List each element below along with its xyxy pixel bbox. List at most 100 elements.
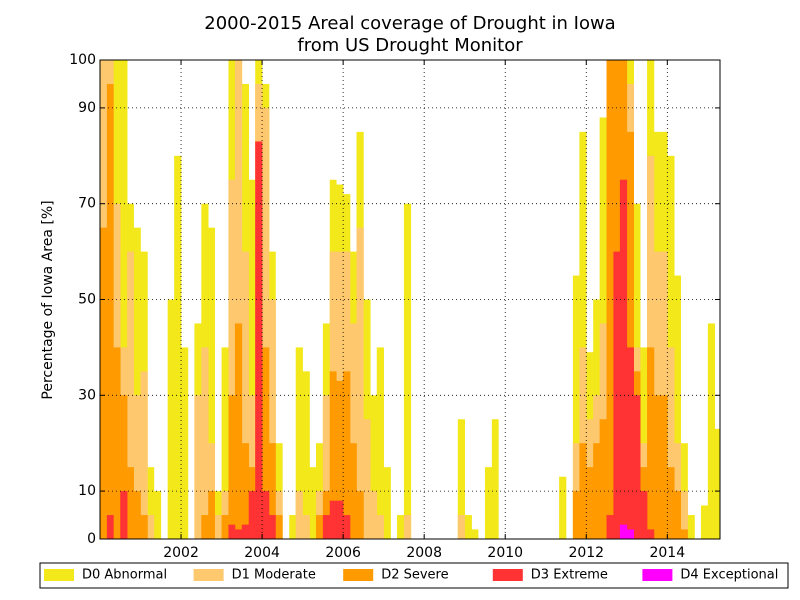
bar xyxy=(376,347,384,539)
bar xyxy=(370,395,378,539)
x-tick-label: 2014 xyxy=(649,545,685,561)
bar xyxy=(100,227,108,539)
bar xyxy=(241,251,250,539)
bar xyxy=(336,500,344,539)
bar xyxy=(289,515,297,539)
bar xyxy=(248,491,256,539)
bar xyxy=(174,155,182,539)
bar xyxy=(262,347,270,539)
bar xyxy=(674,275,681,539)
bar xyxy=(640,491,648,539)
bar xyxy=(714,428,720,539)
bar xyxy=(248,179,256,539)
bar xyxy=(221,347,229,539)
x-tick-label: 2010 xyxy=(487,545,523,561)
legend-swatch xyxy=(343,569,374,581)
bar xyxy=(647,347,655,539)
bar xyxy=(647,529,655,539)
x-tick-label: 2008 xyxy=(406,545,442,561)
bar xyxy=(403,203,412,539)
bar xyxy=(619,524,628,539)
legend-swatch xyxy=(193,569,224,581)
bar xyxy=(140,371,148,539)
bar xyxy=(208,227,215,539)
bar xyxy=(606,60,614,539)
bar xyxy=(133,491,141,539)
x-tick-label: 2012 xyxy=(568,545,604,561)
legend-label: D2 Severe xyxy=(381,568,448,583)
y-tick-label: 10 xyxy=(78,483,96,499)
bar xyxy=(268,515,276,539)
bar xyxy=(120,60,128,539)
bar xyxy=(572,491,580,539)
bar xyxy=(234,60,243,539)
bar xyxy=(181,347,189,539)
bar xyxy=(403,515,412,539)
bar xyxy=(120,491,128,539)
bar xyxy=(201,515,209,539)
bar xyxy=(208,491,215,539)
y-tick-label: 50 xyxy=(78,292,96,308)
bar xyxy=(457,515,466,539)
bar xyxy=(228,524,236,539)
y-tick-label: 30 xyxy=(78,387,96,403)
bar xyxy=(228,395,236,539)
bar xyxy=(228,179,236,539)
bar xyxy=(113,347,121,539)
legend-label: D3 Extreme xyxy=(531,568,608,583)
bar xyxy=(127,251,134,539)
bar xyxy=(579,443,587,539)
y-tick-label: 100 xyxy=(69,52,96,68)
legend-swatch xyxy=(642,569,673,581)
bar xyxy=(491,419,499,539)
bar xyxy=(559,476,567,539)
y-tick-label: 70 xyxy=(78,196,96,212)
bar xyxy=(329,371,337,539)
bar xyxy=(343,371,351,539)
bar xyxy=(350,323,357,539)
bar xyxy=(295,347,303,539)
bar xyxy=(214,515,222,539)
bar xyxy=(619,179,628,539)
bar xyxy=(680,529,688,539)
bar xyxy=(586,467,594,539)
bar xyxy=(660,395,668,539)
bar xyxy=(626,131,634,539)
bar xyxy=(309,467,317,539)
bar xyxy=(120,395,128,539)
x-tick-label: 2004 xyxy=(244,545,280,561)
bar xyxy=(653,395,661,539)
bar xyxy=(572,275,580,539)
bar xyxy=(268,299,276,539)
bar xyxy=(680,491,688,539)
bar xyxy=(350,443,357,539)
bar xyxy=(106,83,114,539)
bar xyxy=(700,505,709,539)
bar xyxy=(106,515,114,539)
bar xyxy=(626,347,634,539)
bar xyxy=(322,395,331,539)
bar xyxy=(484,467,493,539)
bar xyxy=(234,529,243,539)
bar xyxy=(606,515,614,539)
bar xyxy=(147,515,155,539)
bar xyxy=(262,107,270,539)
bar xyxy=(167,299,175,539)
x-tick-label: 2006 xyxy=(325,545,361,561)
bar xyxy=(133,227,141,539)
bar xyxy=(667,347,675,539)
bar xyxy=(302,515,310,539)
bar xyxy=(383,467,391,539)
bar xyxy=(275,515,283,539)
bar xyxy=(633,395,641,539)
bar xyxy=(127,467,134,539)
bar xyxy=(336,380,344,539)
y-axis-label: Percentage of Iowa Area [%] xyxy=(40,200,56,399)
bar xyxy=(626,529,634,539)
bar xyxy=(255,141,263,539)
bar xyxy=(153,491,162,539)
bar xyxy=(457,419,466,539)
bar xyxy=(370,491,378,539)
bar xyxy=(262,491,270,539)
y-tick-label: 0 xyxy=(87,531,96,547)
